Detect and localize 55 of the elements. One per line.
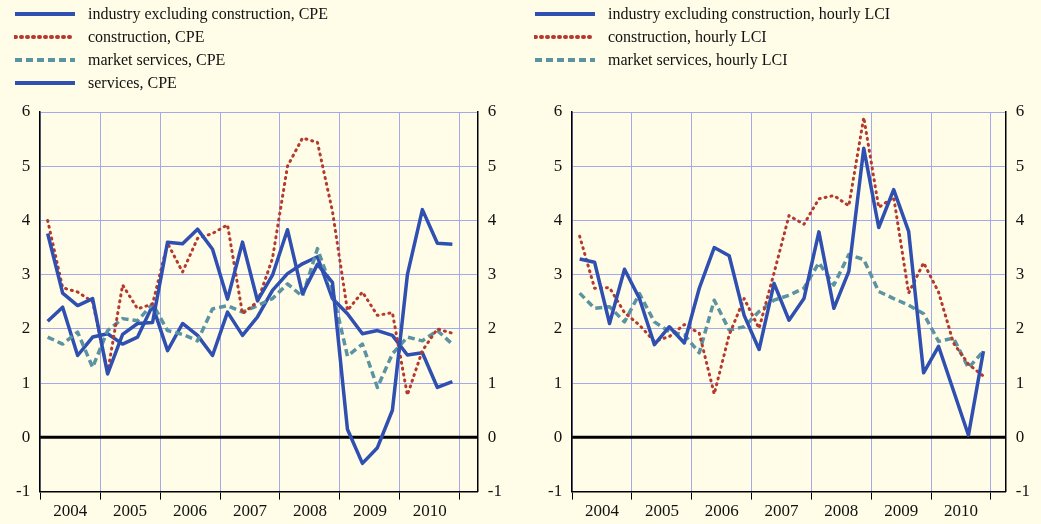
legend-label: market services, CPE: [88, 50, 226, 69]
y2-tick-label: 1: [1015, 372, 1025, 392]
y-tick-label: 6: [553, 101, 563, 121]
y2-tick-label: 4: [487, 209, 497, 229]
x-tick-label: 2010: [412, 501, 447, 521]
y2-tick-label: 2: [487, 318, 497, 338]
y-tick-label: 4: [553, 209, 563, 229]
legend-label: industry excluding construction, CPE: [88, 4, 328, 23]
legend-label: industry excluding construction, hourly LCI: [608, 4, 891, 23]
y-tick-label: 1: [21, 372, 31, 392]
y2-tick-label: 4: [1015, 209, 1025, 229]
y2-tick-label: 5: [487, 155, 497, 175]
x-tick-label: 2008: [824, 501, 859, 521]
x-tick-label: 2008: [292, 501, 327, 521]
y-tick-label: 1: [553, 372, 563, 392]
x-tick-label: 2006: [173, 501, 208, 521]
y-tick-label: 0: [21, 426, 31, 446]
legend-label: construction, hourly LCI: [608, 27, 767, 46]
y-tick-label: 2: [21, 318, 31, 338]
y2-tick-label: 6: [1015, 101, 1025, 121]
y2-tick-label: -1: [1015, 481, 1031, 501]
legend-label: construction, CPE: [88, 27, 205, 46]
y2-tick-label: -1: [487, 481, 503, 501]
y2-tick-label: 6: [487, 101, 497, 121]
y-tick-label: -1: [547, 481, 563, 501]
y2-tick-label: 0: [487, 426, 497, 446]
x-tick-label: 2009: [884, 501, 919, 521]
y2-tick-label: 3: [1015, 264, 1025, 284]
x-tick-label: 2004: [585, 501, 620, 521]
y-tick-label: 5: [553, 155, 563, 175]
y-tick-label: -1: [15, 481, 31, 501]
x-tick-label: 2010: [943, 501, 978, 521]
x-tick-label: 2006: [704, 501, 739, 521]
y2-tick-label: 0: [1015, 426, 1025, 446]
x-tick-label: 2005: [644, 501, 679, 521]
line-series: [578, 115, 985, 396]
legend-label: market services, hourly LCI: [608, 50, 788, 69]
y-tick-label: 2: [553, 318, 563, 338]
y2-tick-label: 3: [487, 264, 497, 284]
y-tick-label: 0: [553, 426, 563, 446]
x-tick-label: 2005: [113, 501, 148, 521]
y-tick-label: 3: [21, 264, 31, 284]
x-tick-label: 2007: [764, 501, 800, 521]
y-tick-label: 4: [21, 209, 31, 229]
x-tick-label: 2009: [352, 501, 387, 521]
legend-label: services, CPE: [88, 73, 177, 92]
y-tick-label: 6: [21, 101, 31, 121]
y-tick-label: 3: [553, 264, 563, 284]
x-tick-label: 2004: [53, 501, 88, 521]
y2-tick-label: 1: [487, 372, 497, 392]
y2-tick-label: 2: [1015, 318, 1025, 338]
y2-tick-label: 5: [1015, 155, 1025, 175]
line-series: [46, 136, 454, 397]
x-tick-label: 2007: [233, 501, 268, 521]
y-tick-label: 5: [21, 155, 31, 175]
